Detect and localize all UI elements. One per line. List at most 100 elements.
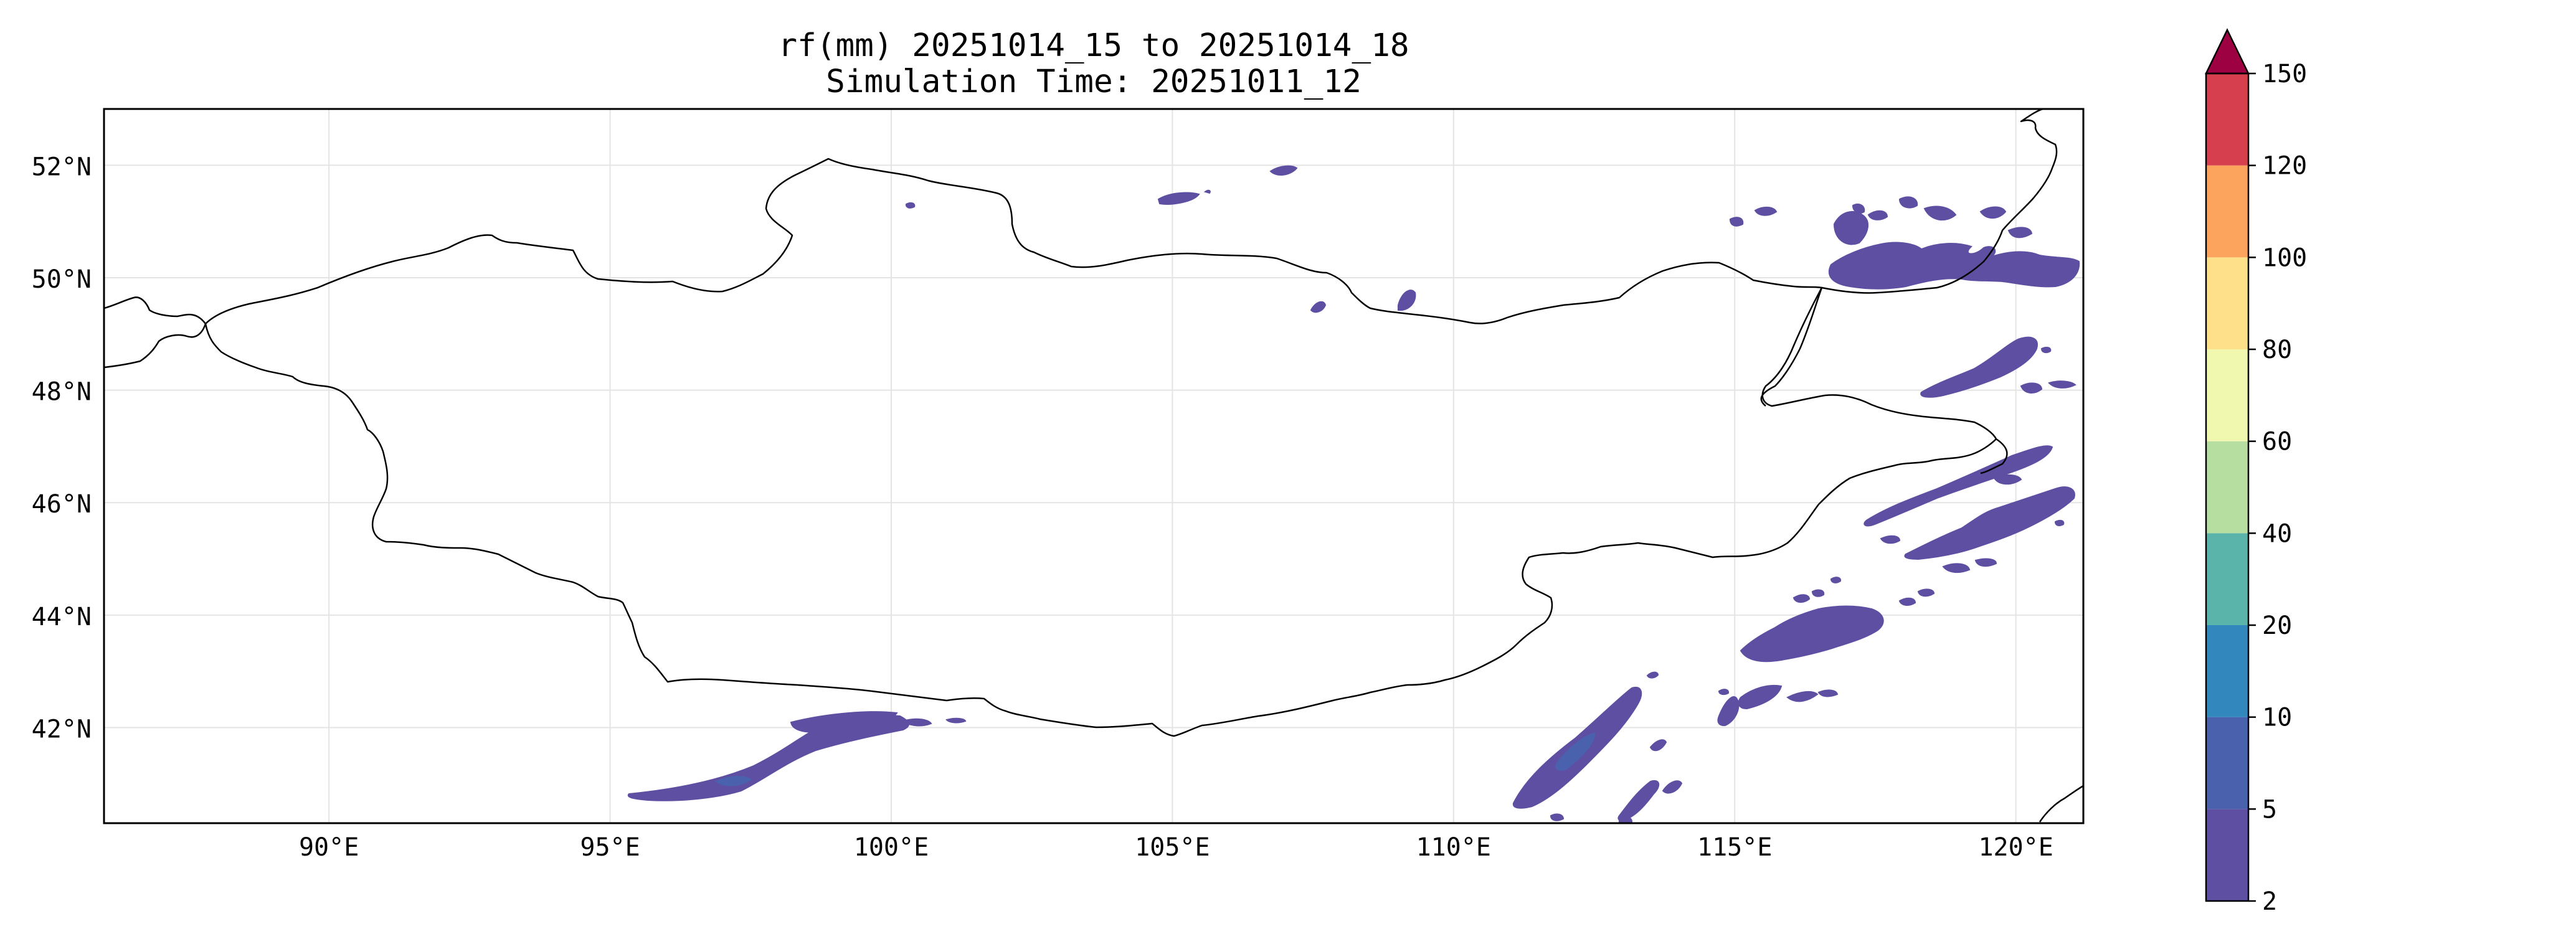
lat-tick-label: 46°N: [32, 490, 92, 519]
colorbar-bin: [2206, 165, 2248, 258]
rain-area: [1729, 217, 1744, 227]
rain-area: [1310, 301, 1327, 313]
rain-area: [1979, 206, 2007, 219]
rain-area: [1754, 207, 1778, 216]
colorbar-tick-label: 5: [2262, 795, 2277, 824]
rain-area-5mm: [1555, 732, 1596, 771]
rain-area: [1863, 445, 2053, 527]
colorbar-frame: [2205, 72, 2250, 902]
rain-area: [1203, 189, 1211, 194]
east-border: [1980, 438, 2008, 474]
map-frame: [103, 108, 2085, 824]
lat-tick-label: 52°N: [32, 153, 92, 181]
rain-area: [1833, 211, 1868, 245]
country-borders: [103, 108, 2084, 823]
rain-area: [1619, 816, 1633, 823]
colorbar-bin: [2206, 533, 2248, 625]
colorbar-bin: [2206, 257, 2248, 349]
rain-area: [1792, 594, 1811, 603]
russia-kazakhstan-border: [103, 296, 206, 324]
colorbar-bin: [2206, 809, 2248, 901]
colorbar-bin: [2206, 625, 2248, 717]
rain-area-5mm: [714, 776, 752, 786]
colorbar-tick-label: 60: [2262, 428, 2292, 456]
colorbar-tick-label: 10: [2262, 704, 2292, 732]
lat-tick-label: 48°N: [32, 378, 92, 407]
lon-tick-label: 95°E: [580, 833, 640, 862]
rain-area: [1811, 589, 1825, 597]
rain-area: [901, 718, 932, 727]
lon-tick-label: 90°E: [299, 833, 359, 862]
colorbar-tick-label: 2: [2262, 887, 2277, 916]
colorbar-tick-label: 40: [2262, 519, 2292, 548]
rain-area: [2020, 382, 2043, 394]
rain-area: [1550, 813, 1565, 821]
map-panel: 52°N 50°N 48°N 46°N 44°N 42°N 90°E 95°E 100°E 10…: [32, 108, 2085, 862]
colorbar-tick-label: 80: [2262, 336, 2292, 364]
rain-area: [1920, 336, 2038, 398]
lat-tick-label: 42°N: [32, 715, 92, 743]
rain-area: [1898, 196, 1918, 209]
rain-area: [1828, 242, 2080, 290]
rain-area: [1904, 486, 2075, 560]
rain-area: [1974, 558, 1997, 567]
rainfall-areas: [627, 165, 2080, 823]
rain-area: [1398, 290, 1416, 311]
rain-area: [1993, 474, 2022, 485]
rain-area: [1917, 588, 1935, 597]
rain-area: [2040, 346, 2052, 354]
lat-tick-label: 50°N: [32, 265, 92, 294]
colorbar-tick-label: 120: [2262, 152, 2307, 181]
rain-area: [1157, 192, 1200, 205]
map-background: [104, 109, 2083, 823]
colorbar-bin: [2206, 73, 2248, 166]
rain-area: [1738, 684, 1783, 710]
lat-tick-label: 44°N: [32, 603, 92, 631]
rain-area: [1898, 597, 1916, 606]
rain-area: [1817, 689, 1839, 697]
map-title-line1: rf(mm) 20251014_15 to 20251014_18: [778, 27, 1409, 64]
rain-area: [1718, 689, 1730, 696]
rain-area: [627, 715, 909, 801]
colorbar-extend-arrow: [2205, 28, 2250, 75]
rain-area: [1852, 204, 1865, 214]
rain-area: [1786, 691, 1819, 702]
colorbar-bin: [2206, 441, 2248, 534]
china-internal-boundary: [1760, 287, 1823, 407]
lon-tick-label: 120°E: [1978, 833, 2053, 862]
rain-area: [1269, 165, 1298, 176]
rain-area: [905, 202, 916, 209]
rain-area: [2054, 519, 2065, 527]
coastline-se: [2039, 785, 2084, 823]
china-russia-border: [1821, 108, 2058, 294]
rain-area: [2007, 227, 2033, 238]
colorbar-bin: [2206, 717, 2248, 809]
rain-area: [1867, 210, 1888, 220]
rain-area: [1646, 671, 1659, 679]
lon-tick-label: 115°E: [1697, 833, 1772, 862]
rain-area: [1792, 614, 1817, 625]
map-title-line2: Simulation Time: 20251011_12: [826, 64, 1361, 100]
lon-tick-label: 100°E: [854, 833, 929, 862]
lon-tick-label: 105°E: [1135, 833, 1210, 862]
rain-area: [1830, 577, 1842, 583]
colorbar-tick-label: 150: [2262, 60, 2307, 88]
colorbar-bin: [2206, 349, 2248, 441]
rain-area: [1740, 605, 1884, 663]
rain-area: [790, 711, 898, 733]
colorbar: 2 5 10 20 40 60 80 100 120 150: [2205, 28, 2307, 916]
rain-area: [1717, 696, 1740, 727]
rain-area: [1942, 563, 1971, 573]
lon-tick-label: 110°E: [1416, 833, 1491, 862]
colorbar-tick-label: 20: [2262, 611, 2292, 640]
rain-area: [945, 717, 967, 724]
rain-area: [2048, 380, 2076, 389]
mongolia-border: [204, 158, 1997, 737]
rain-area: [1923, 205, 1957, 221]
colorbar-tick-label: 100: [2262, 243, 2307, 272]
rain-area: [1880, 535, 1901, 544]
kazakhstan-china-border: [103, 323, 207, 369]
latitude-tick-labels: 52°N 50°N 48°N 46°N 44°N 42°N: [32, 153, 92, 743]
longitude-tick-labels: 90°E 95°E 100°E 105°E 110°E 115°E 120°E: [299, 833, 2053, 862]
